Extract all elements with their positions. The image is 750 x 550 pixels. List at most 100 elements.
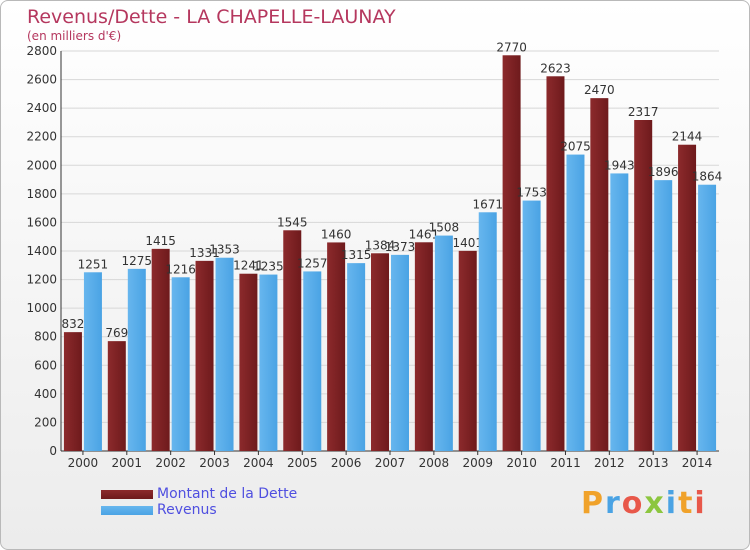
bar-revenus (610, 173, 629, 451)
data-label: 1864 (692, 170, 723, 184)
x-tick-label: 2001 (112, 456, 143, 470)
x-tick-label: 2005 (287, 456, 318, 470)
data-label: 1373 (385, 240, 416, 254)
bar-dette (590, 98, 609, 452)
bar-revenus (303, 271, 322, 451)
y-tick-label: 200 (34, 415, 57, 429)
bar-revenus (478, 212, 497, 451)
x-tick-label: 2011 (550, 456, 581, 470)
legend-label-revenus: Revenus (157, 502, 217, 518)
data-label: 1251 (78, 257, 109, 271)
x-tick-label: 2004 (243, 456, 274, 470)
x-tick-label: 2007 (375, 456, 406, 470)
bar-dette (634, 120, 653, 451)
x-tick-label: 2013 (638, 456, 669, 470)
data-label: 1331 (189, 246, 220, 260)
y-tick-label: 800 (34, 330, 57, 344)
logo-letter: i (694, 486, 707, 521)
y-tick-label: 400 (34, 387, 57, 401)
logo-letter: t (678, 486, 695, 521)
data-label: 2470 (584, 83, 615, 97)
data-label: 1508 (429, 221, 460, 235)
bar-dette (546, 76, 565, 452)
data-label: 2144 (672, 130, 703, 144)
y-tick-label: 0 (49, 444, 57, 458)
logo-letter: o (621, 486, 645, 521)
bar-dette (502, 55, 521, 452)
data-label: 1545 (277, 215, 308, 229)
bar-revenus (698, 184, 717, 451)
data-label: 1943 (604, 158, 635, 172)
bar-revenus (127, 268, 146, 451)
bar-dette (107, 341, 126, 451)
y-tick-label: 1600 (26, 215, 57, 229)
data-label: 1896 (648, 165, 679, 179)
bar-dette (151, 248, 170, 451)
bar-dette (458, 250, 477, 451)
bar-dette (371, 253, 389, 451)
data-label: 1275 (122, 254, 153, 268)
y-tick-label: 600 (34, 358, 57, 372)
data-label: 1315 (341, 248, 372, 262)
bar-dette (327, 242, 346, 451)
data-label: 769 (105, 326, 128, 340)
data-label: 1753 (516, 186, 547, 200)
data-label: 2770 (496, 40, 527, 54)
bar-revenus (391, 254, 409, 451)
bar-dette (414, 242, 433, 451)
x-tick-label: 2006 (331, 456, 362, 470)
x-tick-label: 2002 (155, 456, 186, 470)
data-label: 1257 (297, 256, 328, 270)
y-tick-label: 2200 (26, 130, 57, 144)
bar-revenus (171, 277, 190, 451)
x-tick-label: 2008 (419, 456, 450, 470)
y-tick-label: 2400 (26, 101, 57, 115)
x-tick-label: 2003 (199, 456, 230, 470)
bar-revenus (566, 154, 585, 452)
data-label: 1671 (472, 197, 503, 211)
data-label: 1461 (409, 227, 440, 241)
y-tick-label: 1400 (26, 244, 57, 258)
bar-revenus (654, 180, 673, 451)
data-label: 2317 (628, 105, 659, 119)
data-label: 832 (61, 317, 84, 331)
bar-revenus (215, 257, 234, 451)
chart-title: Revenus/Dette - LA CHAPELLE-LAUNAY (27, 6, 396, 28)
x-tick-label: 2014 (682, 456, 713, 470)
data-label: 1353 (209, 243, 240, 257)
y-tick-label: 2800 (26, 44, 57, 58)
data-label: 1384 (365, 238, 396, 252)
data-label: 1241 (233, 259, 264, 273)
y-tick-label: 1000 (26, 301, 57, 315)
legend-swatch-revenus (101, 506, 153, 515)
data-label: 1415 (145, 234, 176, 248)
chart-subtitle: (en milliers d'€) (27, 29, 122, 43)
data-label: 1401 (452, 236, 483, 250)
data-label: 2075 (560, 140, 591, 154)
data-label: 1235 (253, 260, 284, 274)
y-tick-label: 2000 (26, 158, 57, 172)
x-tick-label: 2010 (506, 456, 537, 470)
proxiti-logo: Proxiti (581, 486, 707, 521)
data-label: 1216 (165, 262, 196, 276)
logo-letter: r (605, 486, 622, 521)
y-tick-label: 1200 (26, 273, 57, 287)
bar-revenus (522, 200, 541, 451)
logo-letter: x (644, 486, 666, 521)
legend-label-dette: Montant de la Dette (157, 486, 298, 502)
y-tick-label: 1800 (26, 187, 57, 201)
bar-revenus (83, 272, 102, 451)
logo-letter: P (581, 486, 605, 521)
bar-dette (678, 144, 697, 451)
bar-dette (63, 332, 82, 451)
x-tick-label: 2012 (594, 456, 625, 470)
legend-swatch-dette (101, 490, 153, 499)
data-label: 1460 (321, 227, 352, 241)
bar-dette (195, 260, 214, 451)
data-label: 2623 (540, 61, 571, 75)
bar-revenus (259, 274, 278, 451)
bar-revenus (434, 235, 453, 451)
bar-revenus (347, 263, 366, 451)
